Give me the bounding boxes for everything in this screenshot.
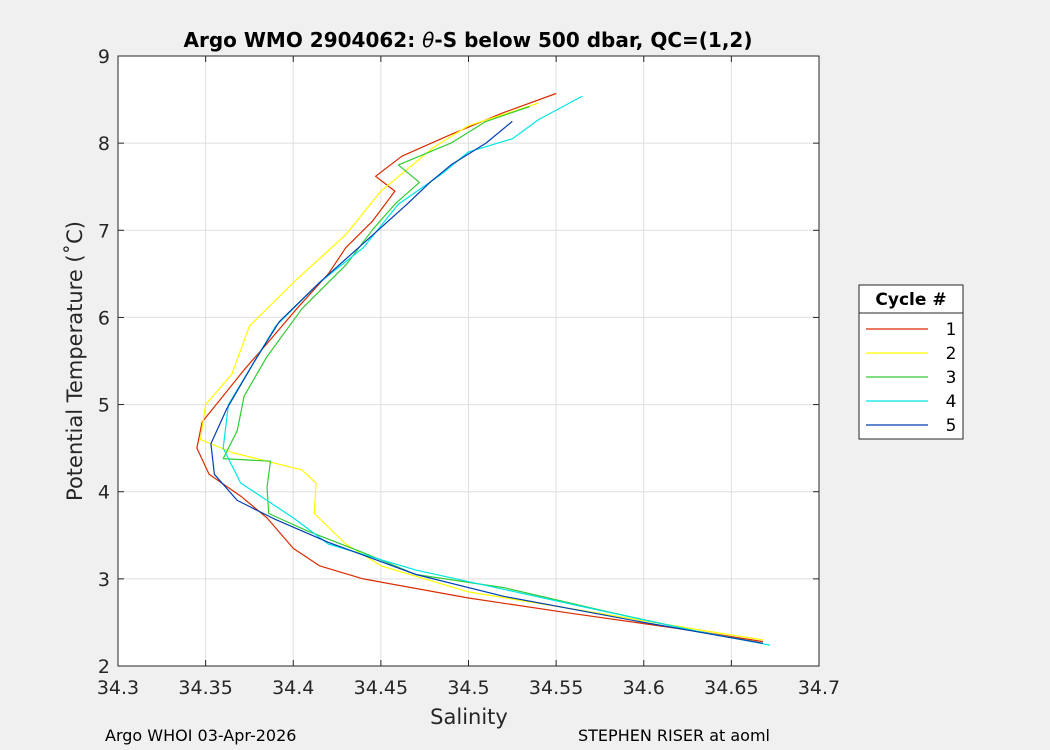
tick-marks xyxy=(117,55,820,667)
footer-left: Argo WHOI 03-Apr-2026 xyxy=(105,726,296,745)
x-axis-label: Salinity xyxy=(430,705,508,729)
legend-label-cycle-2: 2 xyxy=(946,344,957,364)
y-tick-label: 7 xyxy=(98,220,110,242)
legend-label-cycle-3: 3 xyxy=(946,368,957,388)
y-tick-labels: 2 3 4 5 6 7 8 9 xyxy=(98,46,110,678)
legend-items: 1 2 3 4 5 xyxy=(866,320,956,436)
y-tick-label: 9 xyxy=(98,46,110,68)
y-tick-label: 8 xyxy=(98,133,110,155)
legend: Cycle # 1 2 3 4 5 xyxy=(858,284,964,440)
legend-box xyxy=(858,284,964,440)
series-line-cycle-5 xyxy=(210,120,764,644)
y-tick-label: 2 xyxy=(98,656,110,678)
x-tick-label: 34.45 xyxy=(354,677,408,699)
x-tick-label: 34.4 xyxy=(272,677,314,699)
x-tick-labels: 34.3 34.35 34.4 34.45 34.5 34.55 34.6 34.65 34.7 xyxy=(97,677,840,699)
series-line-cycle-1 xyxy=(196,92,763,643)
x-tick-label: 34.3 xyxy=(97,677,139,699)
x-tick-label: 34.5 xyxy=(447,677,489,699)
series-line-cycle-3 xyxy=(222,105,764,644)
series-line-cycle-2 xyxy=(199,102,763,641)
chart-title: Argo WMO 2904062: θ-S below 500 dbar, QC… xyxy=(184,28,753,52)
x-tick-label: 34.6 xyxy=(623,677,665,699)
x-tick-label: 34.55 xyxy=(529,677,583,699)
footer-right: STEPHEN RISER at aoml xyxy=(578,726,770,745)
x-tick-label: 34.65 xyxy=(704,677,758,699)
legend-label-cycle-4: 4 xyxy=(946,392,957,412)
y-tick-label: 4 xyxy=(98,482,110,504)
legend-label-cycle-5: 5 xyxy=(946,416,957,436)
series-layer xyxy=(196,92,771,646)
x-tick-label: 34.7 xyxy=(798,677,840,699)
legend-label-cycle-1: 1 xyxy=(946,320,957,340)
legend-title: Cycle # xyxy=(875,290,946,310)
y-tick-label: 6 xyxy=(98,307,110,329)
y-tick-label: 3 xyxy=(98,569,110,591)
x-tick-label: 34.35 xyxy=(178,677,232,699)
y-axis-label: Potential Temperature (˚C) xyxy=(63,221,87,501)
y-tick-label: 5 xyxy=(98,395,110,417)
